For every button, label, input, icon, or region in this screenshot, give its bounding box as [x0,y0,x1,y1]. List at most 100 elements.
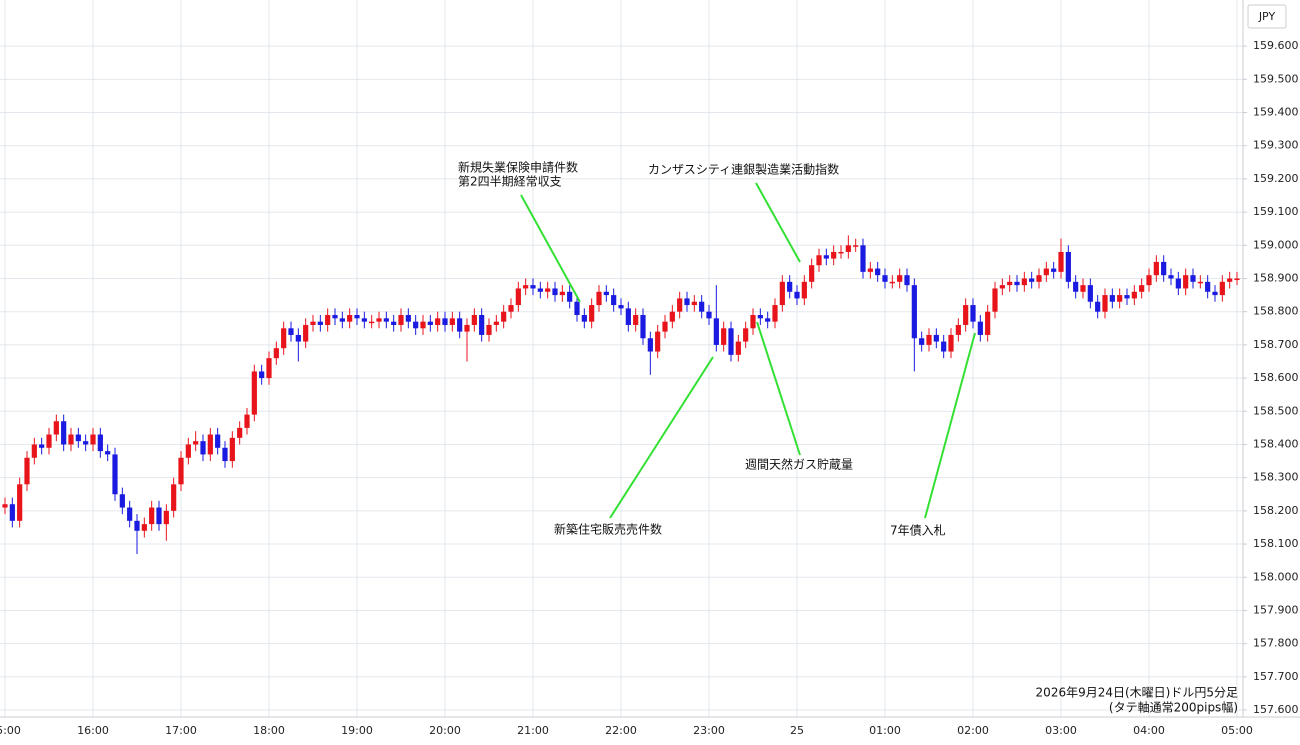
y-tick-label: 159.000 [1253,238,1299,251]
candle-body [750,315,756,329]
annotation-text: カンザスシティ連銀製造業活動指数 [648,162,839,177]
y-tick-label: 158.000 [1253,570,1299,583]
y-tick-label: 157.800 [1253,637,1299,650]
candle-body [222,447,228,462]
candle-body [684,298,690,306]
candle-body [39,444,45,448]
candle-body [46,434,52,448]
candle-body [237,427,243,438]
candle-body [596,291,602,306]
x-tick-label: 18:00 [253,724,285,737]
candle-body [90,434,96,445]
candle-body [354,315,360,319]
candle-body [1124,295,1130,299]
candle-body [244,414,250,428]
y-tick-label: 158.100 [1253,537,1299,550]
candle-body [493,321,499,325]
candle-body [897,275,903,282]
candle-body [926,334,932,345]
candle-body [288,328,294,335]
y-tick-label: 157.600 [1253,703,1299,716]
candle-body [743,328,749,342]
candle-body [376,318,382,322]
candle-body [860,245,866,272]
candle-body [603,291,609,296]
candle-body [1168,275,1174,279]
candle-body [303,324,309,342]
candle-body [449,318,455,325]
candle-body [1227,278,1233,282]
candle-body [1029,278,1035,282]
currency-label: JPY [1258,10,1276,23]
annotation-text: 7年債入札 [890,523,946,538]
candle-body [765,318,771,322]
annotation-line [609,356,714,519]
candle-body [1043,268,1049,276]
y-tick-label: 159.500 [1253,72,1299,85]
annotation-text: 新規失業保険申請件数 [458,160,578,175]
y-tick-label: 158.500 [1253,404,1299,417]
candle-body [1175,278,1181,289]
candle-body [537,288,543,292]
candle-body [508,305,514,312]
candle-body [163,510,169,525]
candle-body [1021,278,1027,286]
candle-body [141,524,147,531]
x-tick-label: 19:00 [341,724,373,737]
candle-body [1087,285,1093,302]
candle-body [963,305,969,325]
candle-body [655,331,661,352]
candle-body [713,318,719,345]
candle-body [83,441,89,445]
candle-body [339,318,345,322]
annotation-line [756,321,801,456]
candle-body [1080,285,1086,292]
candle-body [31,444,37,458]
x-tick-label: 15:00 [0,724,21,737]
candle-body [119,494,125,508]
candle-body [801,281,807,299]
candle-body [457,318,463,332]
candle-body [625,308,631,325]
candle-body [420,321,426,329]
candle-body [677,298,683,312]
y-tick-label: 159.400 [1253,106,1299,119]
candle-body [398,315,404,325]
candle-body [640,315,646,339]
candle-body [149,507,155,525]
candle-body [369,321,375,324]
candle-body [427,321,433,325]
x-tick-label: 16:00 [77,724,109,737]
x-tick-label: 21:00 [517,724,549,737]
annotation-line [924,332,976,519]
candle-body [728,328,734,355]
candle-body [911,285,917,339]
candle-body [1161,261,1167,276]
candle-body [1190,275,1196,282]
candle-body [545,288,551,292]
candle-body [1073,281,1079,292]
x-tick-label: 23:00 [693,724,725,737]
candle-body [838,251,844,254]
candle-body [207,434,213,455]
candle-body [310,321,316,325]
candle-body [361,318,367,322]
candle-body [332,315,338,319]
candle-body [442,318,448,325]
x-tick-label: 05:00 [1221,724,1253,737]
x-tick-label: 02:00 [957,724,989,737]
candle-body [325,315,331,325]
candle-body [215,434,221,448]
y-tick-label: 159.200 [1253,172,1299,185]
candle-body [266,358,272,379]
annotation-text: 週間天然ガス貯蔵量 [745,457,853,472]
candle-body [127,507,133,521]
candle-body [882,275,888,282]
candle-body [9,504,15,521]
candle-body [97,434,103,452]
candle-body [134,520,140,531]
candle-body [1205,281,1211,292]
candle-body [1109,295,1115,302]
candle-body [809,265,815,282]
candle-body [1131,291,1137,299]
